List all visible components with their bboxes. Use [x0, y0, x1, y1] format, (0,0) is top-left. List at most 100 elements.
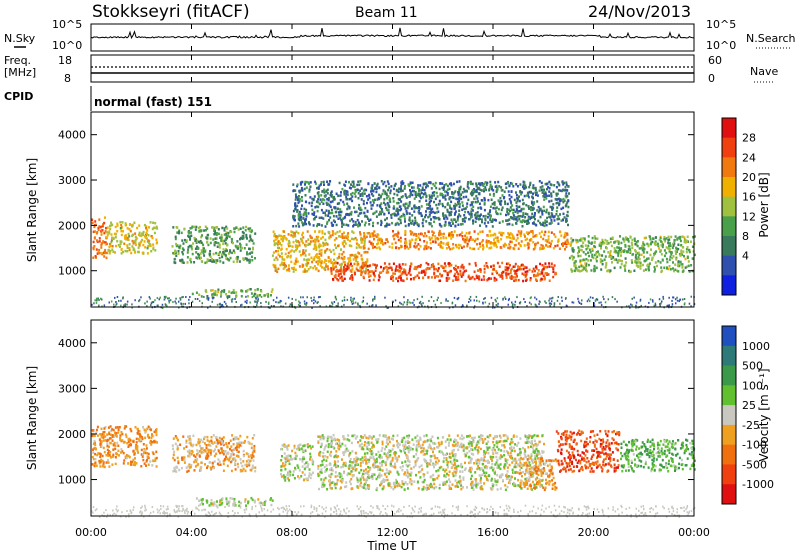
power-colorbar-tick: 16 — [742, 191, 756, 204]
velocity-panel-frame — [90, 319, 695, 517]
freq-tick-high: 18 — [58, 54, 72, 67]
power-ylabel: Slant Range [km] — [25, 158, 39, 262]
velocity-blob-7 — [620, 438, 696, 473]
noise-left-tick-low: 10^0 — [52, 39, 82, 52]
power-blob-6 — [367, 229, 570, 251]
power-colorbar-segment — [722, 137, 736, 158]
x-tick-label: 00:00 — [75, 526, 107, 539]
x-tick-label: 04:00 — [176, 526, 208, 539]
power-colorbar-tick: 4 — [742, 250, 749, 263]
velocity-heatmap — [91, 425, 696, 518]
velocity-colorbar-segment — [722, 385, 736, 406]
velocity-y-axis: 4000 3000 2000 1000 — [58, 337, 694, 487]
power-colorbar-segment — [722, 118, 736, 139]
velocity-colorbar-tick: -25 — [742, 419, 760, 432]
velocity-colorbar-segment — [722, 444, 736, 465]
velocity-ytick-label: 2000 — [58, 428, 86, 441]
power-colorbar-segment — [722, 196, 736, 217]
x-tick-label: 12:00 — [377, 526, 409, 539]
freq-label-1: Freq. — [4, 54, 31, 67]
noise-right-label: N.Search — [746, 32, 796, 45]
power-heatmap — [91, 180, 696, 309]
velocity-colorbar-tick: 25 — [742, 399, 756, 412]
nave-tick-high: 60 — [708, 54, 722, 67]
cpid-value: normal (fast) 151 — [94, 95, 212, 109]
velocity-ylabel: Slant Range [km] — [25, 366, 39, 470]
velocity-colorbar-segment — [722, 365, 736, 386]
power-colorbar-segment — [722, 255, 736, 276]
power-colorbar-segment — [722, 157, 736, 178]
velocity-colorbar-tick: 100 — [742, 379, 763, 392]
velocity-colorbar-tick: -500 — [742, 458, 767, 471]
velocity-blob-4 — [317, 434, 545, 492]
power-blob-7 — [292, 180, 570, 228]
cpid-label: CPID — [4, 90, 33, 103]
velocity-blob-1 — [171, 434, 257, 473]
nave-tick-low: 0 — [708, 72, 715, 85]
x-tick-label: 16:00 — [477, 526, 509, 539]
power-blob-1 — [106, 221, 159, 255]
power-ytick-label: 3000 — [58, 174, 86, 187]
power-ytick-label: 4000 — [58, 129, 86, 142]
velocity-colorbar-tick: 500 — [742, 360, 763, 373]
velocity-blob-6 — [555, 429, 621, 473]
velocity-colorbar-segment — [722, 326, 736, 347]
velocity-ytick-label: 3000 — [58, 382, 86, 395]
power-colorbar-segment — [722, 275, 736, 296]
power-colorbar-tick: 12 — [742, 210, 756, 223]
freq-label-2: [MHz] — [4, 66, 36, 79]
power-blob-8 — [568, 235, 696, 274]
velocity-colorbar-segment — [722, 484, 736, 505]
power-ytick-label: 2000 — [58, 219, 86, 232]
x-tick-label: 00:00 — [678, 526, 710, 539]
power-colorbar-segment — [722, 216, 736, 237]
velocity-colorbar-segment — [722, 424, 736, 446]
power-blob-2 — [171, 225, 257, 265]
x-axis-label: Time UT — [366, 539, 417, 553]
velocity-colorbar-tick: -1000 — [742, 478, 774, 491]
power-colorbar-label: Power [dB] — [757, 172, 771, 237]
velocity-colorbar-frame — [721, 325, 737, 505]
x-tick-label: 20:00 — [578, 526, 610, 539]
noise-right-tick-high: 10^5 — [706, 18, 736, 31]
power-ground-scatter — [91, 295, 696, 309]
power-y-axis: 4000 3000 2000 1000 — [58, 129, 694, 278]
velocity-ytick-label: 4000 — [58, 337, 86, 350]
power-colorbar: 28 24 20 16 12 8 4 — [721, 117, 756, 296]
velocity-colorbar-tick: -100 — [742, 439, 767, 452]
power-blob-4 — [271, 230, 369, 274]
velocity-colorbar-label: Velocity [m s⁻¹] — [757, 368, 771, 461]
power-colorbar-tick: 28 — [742, 132, 756, 145]
velocity-colorbar-segment — [722, 345, 736, 367]
beam-title: Beam 11 — [355, 5, 418, 21]
velocity-colorbar-segment — [722, 464, 736, 485]
power-colorbar-segment — [722, 236, 736, 257]
power-blob-5 — [330, 261, 558, 283]
noise-left-label: N.Sky — [4, 32, 36, 45]
velocity-colorbar: 1000 500 100 25 -25 -100 -500 -1000 — [721, 325, 774, 505]
power-blob-3 — [191, 288, 274, 299]
station-title: Stokkseyri (fitACF) — [92, 2, 250, 22]
x-tick-label: 08:00 — [276, 526, 308, 539]
noise-sky-line — [90, 27, 695, 40]
velocity-blob-0 — [91, 425, 158, 469]
velocity-blob-3 — [279, 443, 315, 482]
power-colorbar-tick: 8 — [742, 230, 749, 243]
noise-left-tick-high: 10^5 — [52, 18, 82, 31]
power-colorbar-segment — [722, 177, 736, 198]
power-blob-0 — [91, 216, 108, 260]
power-ytick-label: 1000 — [58, 265, 86, 278]
nave-label: Nave — [750, 65, 778, 78]
noise-trace — [90, 27, 695, 40]
noise-right-tick-low: 10^0 — [706, 39, 736, 52]
power-colorbar-frame — [721, 117, 737, 296]
power-colorbar-tick: 20 — [742, 171, 756, 184]
velocity-blob-5 — [518, 456, 558, 492]
velocity-blob-2 — [195, 496, 274, 507]
velocity-colorbar-segment — [722, 405, 736, 426]
velocity-colorbar-tick: 1000 — [742, 340, 770, 353]
date-title: 24/Nov/2013 — [588, 2, 691, 21]
velocity-ytick-label: 1000 — [58, 474, 86, 487]
power-colorbar-tick: 24 — [742, 151, 756, 164]
